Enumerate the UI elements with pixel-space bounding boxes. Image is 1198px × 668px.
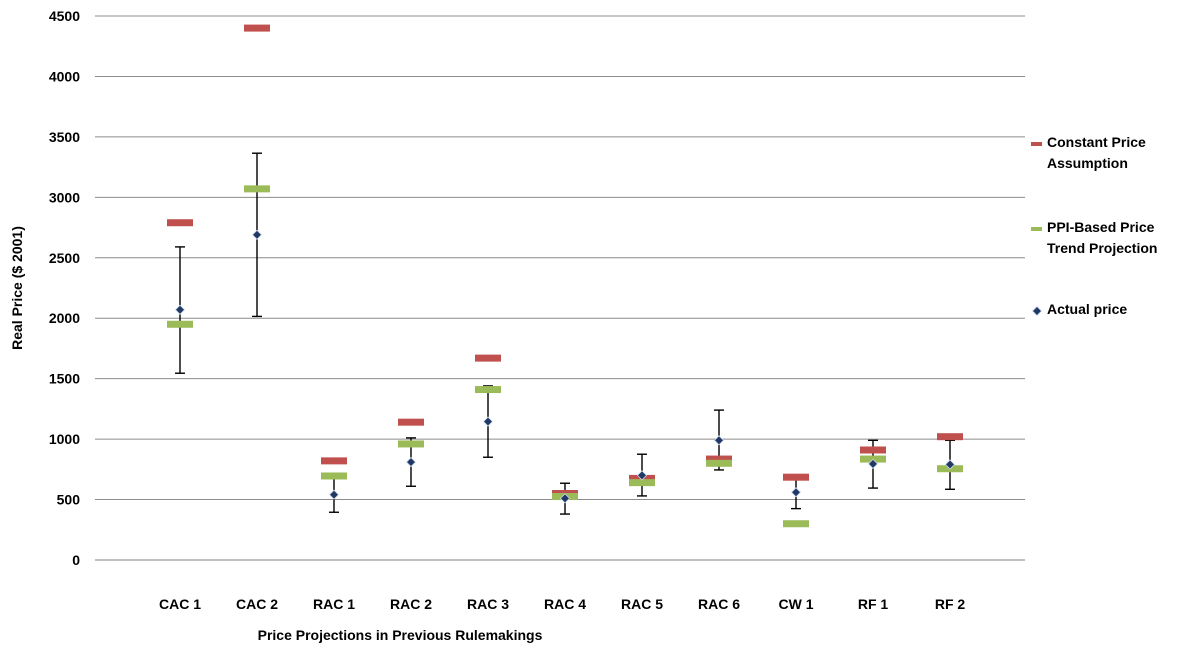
legend-marker-constant-price-assumption: [1031, 142, 1042, 146]
x-tick-label: RAC 4: [544, 596, 586, 612]
y-tick-label: 3500: [49, 129, 80, 145]
x-tick-label: RAC 3: [467, 596, 509, 612]
actual-price-point: [482, 416, 494, 427]
y-tick-label: 1000: [49, 431, 80, 447]
y-tick-label: 3000: [49, 189, 80, 205]
actual-price-point: [559, 493, 571, 504]
x-tick-label: CW 1: [779, 596, 814, 612]
x-tick-label: CAC 2: [236, 596, 278, 612]
actual-price-point: [251, 229, 263, 240]
constant-price-assumption-point: [321, 457, 347, 465]
x-tick-label: RAC 1: [313, 596, 355, 612]
actual-price-point: [636, 470, 648, 481]
y-tick-label: 4000: [49, 68, 80, 84]
y-tick-label: 2500: [49, 250, 80, 266]
y-axis-title: Real Price ($ 2001): [9, 226, 25, 350]
ppi-based-price-trend-projection-point: [167, 320, 193, 328]
x-tick-label: RF 1: [858, 596, 889, 612]
ppi-based-price-trend-projection-point: [475, 386, 501, 394]
x-axis-title: Price Projections in Previous Rulemaking…: [258, 627, 543, 643]
x-tick-label: RAC 6: [698, 596, 740, 612]
constant-price-assumption-point: [783, 473, 809, 481]
ppi-based-price-trend-projection-point: [706, 459, 732, 467]
ppi-based-price-trend-projection-point: [398, 440, 424, 448]
actual-price-point: [867, 458, 879, 469]
legend-label-actual-price: Actual price: [1047, 301, 1127, 317]
ppi-based-price-trend-projection-point: [244, 185, 270, 193]
data-marks: [167, 24, 963, 528]
x-tick-label: RAC 5: [621, 596, 663, 612]
legend-label-ppi-based-price-trend-projection: PPI-Based Price: [1047, 219, 1155, 235]
legend-label-constant-price-assumption: Constant Price: [1047, 134, 1146, 150]
y-tick-label: 4500: [49, 8, 80, 24]
constant-price-assumption-point: [398, 418, 424, 426]
constant-price-assumption-point: [167, 219, 193, 227]
y-tick-label: 500: [57, 492, 81, 508]
error-bars: [175, 152, 955, 515]
actual-price-point: [713, 435, 725, 446]
ppi-based-price-trend-projection-point: [783, 520, 809, 528]
constant-price-assumption-point: [706, 455, 732, 463]
y-tick-label: 2000: [49, 310, 80, 326]
ppi-based-price-trend-projection-point: [629, 479, 655, 487]
x-tick-label: RF 2: [935, 596, 966, 612]
legend-label-ppi-based-price-trend-projection: Trend Projection: [1047, 240, 1157, 256]
legend-marker-ppi-based-price-trend-projection: [1031, 227, 1042, 231]
constant-price-assumption-point: [244, 24, 270, 32]
gridlines: [95, 15, 1025, 561]
actual-price-point: [328, 489, 340, 500]
constant-price-assumption-point: [860, 446, 886, 454]
y-tick-label: 0: [72, 552, 80, 568]
actual-price-point: [405, 457, 417, 468]
constant-price-assumption-point: [937, 433, 963, 441]
y-axis-tick-labels: 0 500 1000 1500 2000 2500 3000 3500 4000 4500: [49, 8, 80, 568]
actual-price-point: [790, 487, 802, 498]
x-tick-label: CAC 1: [159, 596, 201, 612]
actual-price-point: [944, 459, 956, 470]
constant-price-assumption-point: [475, 354, 501, 362]
ppi-based-price-trend-projection-point: [321, 472, 347, 480]
x-tick-label: RAC 2: [390, 596, 432, 612]
legend-marker-actual-price: [1031, 305, 1043, 317]
actual-price-point: [174, 304, 186, 315]
legend: Constant Price Assumption PPI-Based Price T…: [1031, 134, 1157, 317]
x-axis-tick-labels: CAC 1 CAC 2 RAC 1 RAC 2 RAC 3 RAC 4 RAC 5 RAC 6…: [159, 596, 965, 612]
legend-label-constant-price-assumption: Assumption: [1047, 155, 1128, 171]
y-tick-label: 1500: [49, 371, 80, 387]
